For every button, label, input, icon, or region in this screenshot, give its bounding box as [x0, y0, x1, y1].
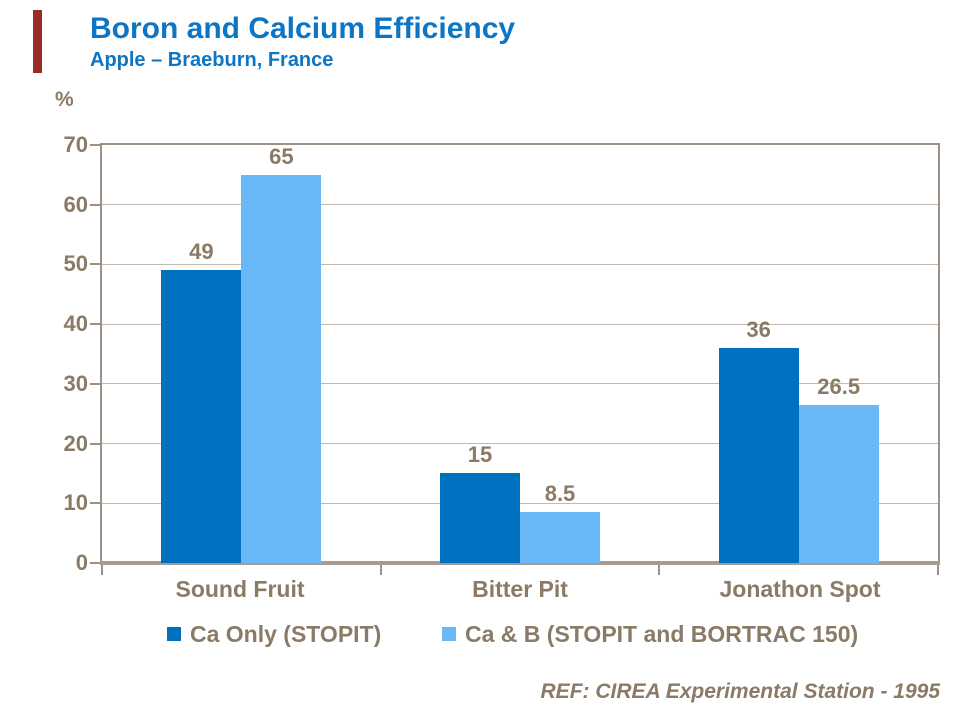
bar-value-label: 15: [467, 442, 493, 468]
legend-swatch-ca-only: [167, 627, 181, 641]
x-axis-tick-1: [379, 565, 382, 575]
x-axis-tick-0: [101, 565, 103, 575]
category-label-jonathon-spot: Jonathon Spot: [719, 576, 881, 602]
y-axis-tick-10: [90, 502, 100, 505]
y-axis-label-30: 30: [63, 370, 88, 396]
legend-label-ca-only: Ca Only (STOPIT): [190, 620, 382, 647]
bar-jonathon-spot-series1: [718, 348, 799, 563]
legend-item-ca-only: Ca Only (STOPIT): [167, 619, 381, 649]
bar-sound-fruit-series2: [241, 174, 322, 563]
bar-value-label: 26.5: [817, 373, 861, 399]
y-axis-tick-60: [90, 203, 100, 206]
y-axis-tick-0: [90, 562, 100, 564]
bar-value-label: 8.5: [544, 481, 576, 507]
chart-title: Boron and Calcium Efficiency: [90, 12, 516, 45]
y-axis-unit-label: %: [55, 88, 74, 111]
gridline-30: [102, 383, 938, 385]
legend-item-ca-and-b: Ca & B (STOPIT and BORTRAC 150): [442, 619, 858, 649]
legend-swatch-ca-and-b: [442, 627, 456, 641]
bar-sound-fruit-series1: [161, 270, 242, 563]
x-axis-line: [100, 561, 940, 565]
y-axis-label-70: 70: [63, 132, 88, 157]
category-label-bitter-pit: Bitter Pit: [472, 576, 568, 602]
y-axis-label-0: 0: [75, 550, 88, 575]
bar-bitter-pit-series2: [520, 512, 600, 563]
chart-subtitle: Apple – Braeburn, France: [90, 49, 334, 71]
y-axis-tick-20: [90, 442, 100, 445]
x-axis-tick-2: [658, 565, 661, 575]
bar-value-label: 65: [269, 143, 294, 169]
y-axis-label-20: 20: [63, 430, 88, 456]
bar-value-label: 49: [189, 239, 214, 265]
x-axis-tick-3: [937, 565, 939, 575]
bar-value-label: 36: [746, 317, 771, 343]
bar-bitter-pit-series1: [440, 473, 520, 563]
y-axis-label-50: 50: [63, 251, 88, 277]
title-accent-bar: [33, 10, 42, 73]
gridline-20: [102, 443, 938, 445]
y-axis-label-40: 40: [63, 311, 88, 337]
y-axis-label-60: 60: [63, 191, 88, 217]
reference-note: REF: CIREA Experimental Station - 1995: [540, 680, 940, 703]
y-axis-tick-50: [90, 263, 100, 266]
y-axis-tick-30: [90, 382, 100, 385]
legend-label-ca-and-b: Ca & B (STOPIT and BORTRAC 150): [465, 620, 859, 647]
y-axis-tick-40: [90, 323, 100, 326]
y-axis-tick-70: [90, 144, 100, 146]
gridline-50: [102, 263, 938, 265]
bar-jonathon-spot-series2: [798, 404, 879, 563]
gridline-10: [102, 502, 938, 504]
y-axis-label-10: 10: [63, 490, 88, 516]
category-label-sound-fruit: Sound Fruit: [175, 576, 305, 602]
gridline-40: [102, 323, 938, 325]
plot-area: 0 10 20 30 40 50 60 70 49 15 36 65 8.5 26.5: [64, 132, 940, 575]
gridline-60: [102, 204, 938, 206]
